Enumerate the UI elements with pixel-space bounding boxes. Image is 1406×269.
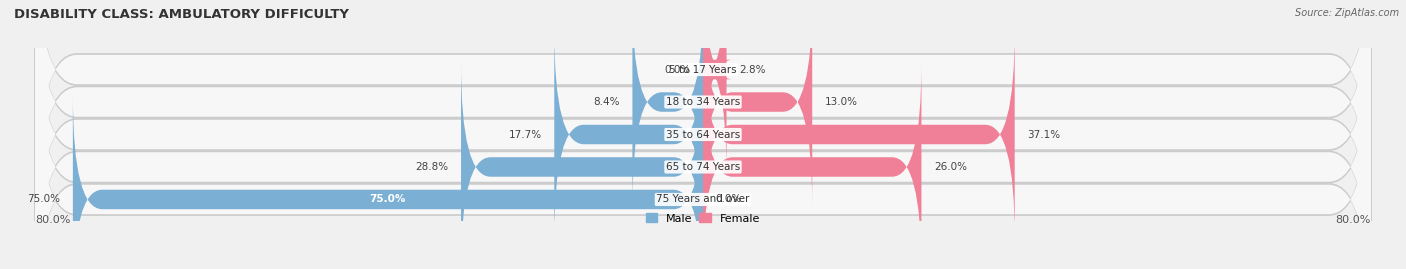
FancyBboxPatch shape <box>35 0 1371 249</box>
FancyBboxPatch shape <box>35 19 1371 269</box>
FancyBboxPatch shape <box>633 0 703 206</box>
FancyBboxPatch shape <box>35 0 1371 269</box>
FancyBboxPatch shape <box>35 0 1371 269</box>
Text: 13.0%: 13.0% <box>825 97 858 107</box>
Legend: Male, Female: Male, Female <box>647 213 759 224</box>
FancyBboxPatch shape <box>35 0 1371 217</box>
FancyBboxPatch shape <box>703 0 813 206</box>
Text: 26.0%: 26.0% <box>934 162 967 172</box>
Text: Source: ZipAtlas.com: Source: ZipAtlas.com <box>1295 8 1399 18</box>
FancyBboxPatch shape <box>697 0 733 174</box>
Text: 18 to 34 Years: 18 to 34 Years <box>666 97 740 107</box>
Text: 75.0%: 75.0% <box>27 194 60 204</box>
Text: 75.0%: 75.0% <box>370 194 406 204</box>
Text: 0.0%: 0.0% <box>716 194 742 204</box>
Text: 17.7%: 17.7% <box>509 129 541 140</box>
Text: 8.4%: 8.4% <box>593 97 620 107</box>
Text: 65 to 74 Years: 65 to 74 Years <box>666 162 740 172</box>
FancyBboxPatch shape <box>554 31 703 238</box>
FancyBboxPatch shape <box>35 53 1371 269</box>
Text: 80.0%: 80.0% <box>1336 215 1371 225</box>
Text: 75 Years and over: 75 Years and over <box>657 194 749 204</box>
Text: 5 to 17 Years: 5 to 17 Years <box>669 65 737 75</box>
Text: 28.8%: 28.8% <box>415 162 449 172</box>
FancyBboxPatch shape <box>35 0 1371 216</box>
Text: 35 to 64 Years: 35 to 64 Years <box>666 129 740 140</box>
FancyBboxPatch shape <box>35 52 1371 269</box>
FancyBboxPatch shape <box>703 63 921 269</box>
Text: 0.0%: 0.0% <box>664 65 690 75</box>
FancyBboxPatch shape <box>73 95 703 269</box>
FancyBboxPatch shape <box>703 31 1015 238</box>
Text: 37.1%: 37.1% <box>1028 129 1060 140</box>
Text: DISABILITY CLASS: AMBULATORY DIFFICULTY: DISABILITY CLASS: AMBULATORY DIFFICULTY <box>14 8 349 21</box>
Text: 2.8%: 2.8% <box>740 65 766 75</box>
FancyBboxPatch shape <box>35 0 1371 250</box>
FancyBboxPatch shape <box>35 20 1371 269</box>
FancyBboxPatch shape <box>461 63 703 269</box>
Text: 80.0%: 80.0% <box>35 215 70 225</box>
